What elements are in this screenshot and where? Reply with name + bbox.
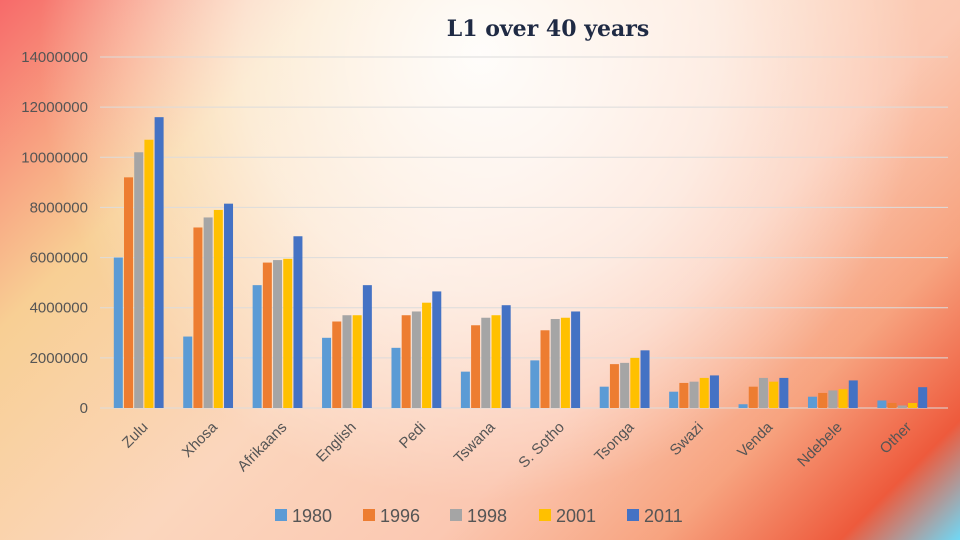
legend-swatch-2011 bbox=[627, 509, 639, 521]
bar-2011-swazi bbox=[709, 375, 719, 408]
bar-2011-s-sotho bbox=[571, 311, 581, 408]
bar-1980-ndebele bbox=[807, 396, 817, 408]
x-tick-label: Ndebele bbox=[794, 419, 846, 471]
legend-label-2011: 2011 bbox=[644, 506, 683, 526]
bar-1996-english bbox=[332, 321, 342, 408]
bar-1998-other bbox=[897, 405, 907, 408]
x-tick-label: Pedi bbox=[396, 419, 429, 452]
bar-1996-other bbox=[887, 402, 897, 408]
bar-2001-tswana bbox=[491, 315, 501, 408]
bar-1998-tswana bbox=[481, 317, 491, 408]
bar-2001-tsonga bbox=[630, 357, 640, 408]
bar-2001-venda bbox=[769, 381, 779, 408]
bar-2011-ndebele bbox=[848, 380, 858, 408]
bar-2011-venda bbox=[779, 377, 789, 408]
bar-2001-other bbox=[907, 402, 917, 408]
bars bbox=[113, 117, 928, 409]
y-tick-label: 6000000 bbox=[30, 250, 88, 267]
bar-2011-zulu bbox=[154, 117, 164, 409]
bar-2011-afrikaans bbox=[293, 236, 303, 408]
bar-2011-tsonga bbox=[640, 350, 650, 408]
bar-1996-ndebele bbox=[818, 392, 828, 408]
y-tick-label: 10000000 bbox=[21, 149, 88, 166]
bar-1996-pedi bbox=[401, 315, 411, 408]
x-tick-label: Tsonga bbox=[591, 418, 638, 465]
bar-1996-zulu bbox=[124, 177, 134, 408]
y-axis-ticks: 0 2000000 4000000 6000000 8000000 10000000 120… bbox=[21, 49, 88, 417]
x-tick-label: Xhosa bbox=[179, 418, 222, 461]
legend-label-1996: 1996 bbox=[380, 506, 420, 526]
bar-1998-venda bbox=[758, 377, 768, 408]
bar-1998-afrikaans bbox=[273, 260, 283, 408]
bar-1980-pedi bbox=[391, 347, 401, 408]
bar-1980-venda bbox=[738, 404, 748, 408]
bar-1980-xhosa bbox=[183, 336, 193, 408]
x-axis-ticks: Zulu Xhosa Afrikaans English Pedi Tswana S. So… bbox=[119, 418, 915, 475]
x-tick-label: Afrikaans bbox=[234, 419, 290, 475]
bar-2001-afrikaans bbox=[283, 258, 293, 408]
bar-1998-xhosa bbox=[203, 217, 213, 408]
bar-1996-venda bbox=[748, 386, 758, 408]
bar-1998-english bbox=[342, 315, 352, 408]
bar-1980-english bbox=[322, 337, 332, 408]
legend-swatch-1980 bbox=[275, 509, 287, 521]
bar-2011-english bbox=[362, 285, 372, 408]
bar-1980-tsonga bbox=[599, 386, 609, 408]
bar-1980-zulu bbox=[113, 257, 123, 408]
bar-1980-swazi bbox=[669, 391, 679, 408]
bar-2011-pedi bbox=[432, 291, 442, 408]
bar-2001-pedi bbox=[422, 302, 432, 408]
bar-1996-swazi bbox=[679, 382, 689, 408]
bar-1998-pedi bbox=[411, 311, 421, 408]
bar-2001-s-sotho bbox=[560, 317, 570, 408]
x-tick-label: English bbox=[313, 419, 360, 466]
bar-2001-zulu bbox=[144, 139, 154, 408]
legend-swatch-1996 bbox=[363, 509, 375, 521]
y-tick-label: 2000000 bbox=[30, 350, 88, 367]
x-tick-label: Venda bbox=[734, 418, 777, 461]
y-tick-label: 14000000 bbox=[21, 49, 88, 66]
y-tick-label: 8000000 bbox=[30, 199, 88, 216]
x-tick-label: Swazi bbox=[667, 419, 707, 459]
legend-label-1980: 1980 bbox=[292, 506, 332, 526]
bar-1980-other bbox=[877, 400, 887, 408]
bar-1998-ndebele bbox=[828, 390, 838, 408]
bar-1998-swazi bbox=[689, 381, 699, 408]
y-tick-label: 12000000 bbox=[21, 99, 88, 116]
gridlines bbox=[100, 56, 948, 409]
bar-2001-ndebele bbox=[838, 389, 848, 408]
bar-1998-tsonga bbox=[620, 362, 630, 408]
chart-title: L1 over 40 years bbox=[447, 16, 649, 42]
bar-2011-other bbox=[918, 387, 928, 408]
legend: 1980 1996 1998 2001 2011 bbox=[275, 506, 683, 526]
bar-2001-english bbox=[352, 315, 362, 408]
bar-2001-xhosa bbox=[213, 209, 223, 408]
bar-2011-xhosa bbox=[224, 203, 234, 408]
bar-1996-tsonga bbox=[609, 364, 619, 408]
bar-1980-s-sotho bbox=[530, 360, 540, 408]
bar-1998-s-sotho bbox=[550, 318, 560, 408]
bar-1980-afrikaans bbox=[252, 285, 262, 408]
bar-2011-tswana bbox=[501, 305, 511, 408]
x-tick-label: S. Sotho bbox=[515, 419, 568, 472]
x-tick-label: Zulu bbox=[119, 419, 152, 452]
legend-label-1998: 1998 bbox=[467, 506, 507, 526]
legend-label-2001: 2001 bbox=[556, 506, 596, 526]
bar-1996-afrikaans bbox=[262, 262, 272, 408]
bar-1998-zulu bbox=[134, 152, 144, 408]
y-tick-label: 0 bbox=[80, 400, 88, 417]
legend-swatch-1998 bbox=[450, 509, 462, 521]
bar-2001-swazi bbox=[699, 377, 709, 408]
bar-1996-s-sotho bbox=[540, 330, 550, 408]
bar-1980-tswana bbox=[460, 371, 470, 408]
bar-1996-tswana bbox=[471, 325, 481, 408]
x-tick-label: Tswana bbox=[451, 418, 499, 466]
x-tick-label: Other bbox=[877, 419, 916, 458]
y-tick-label: 4000000 bbox=[30, 300, 88, 317]
bar-1996-xhosa bbox=[193, 227, 203, 408]
legend-swatch-2001 bbox=[539, 509, 551, 521]
